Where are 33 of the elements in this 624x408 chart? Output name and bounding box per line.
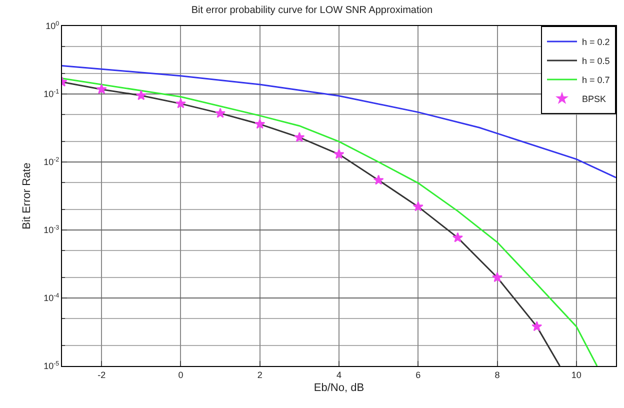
point	[492, 272, 503, 282]
y-tick-label: 10$^{0}$	[46, 20, 60, 32]
y-tick-label: 10$^{-2}$	[44, 156, 60, 168]
point	[532, 321, 542, 332]
point	[175, 98, 186, 108]
y-tick-label: 10$^{-4}$	[44, 292, 60, 304]
legend-label: h = 0.2	[582, 37, 610, 48]
point	[254, 118, 266, 129]
y-axis-title: Bit Error Rate	[21, 162, 33, 230]
y-tick-label: 10$^{-3}$	[44, 224, 60, 236]
x-axis-title: Eb/No, dB	[314, 382, 364, 394]
x-tick-label: 2	[257, 370, 262, 380]
point	[136, 90, 146, 100]
x-tick-label: 10	[571, 370, 582, 380]
point	[96, 84, 107, 94]
y-tick-label: 10$^{-5}$	[44, 360, 60, 372]
legend-label: BPSK	[582, 94, 606, 104]
x-tick-label: 0	[178, 370, 184, 380]
legend-label: h = 0.5	[582, 56, 610, 66]
line-series	[62, 65, 616, 178]
legend-label: h = 0.7	[582, 75, 610, 86]
x-tick-label: 4	[336, 370, 342, 380]
point	[452, 232, 463, 242]
x-tick-label: 8	[494, 370, 500, 380]
y-tick-label: 10$^{-1}$	[44, 88, 60, 100]
point	[334, 148, 344, 159]
point	[215, 108, 226, 118]
point	[294, 132, 305, 142]
point	[373, 174, 384, 185]
point	[412, 201, 424, 212]
x-tick-label: 6	[416, 370, 421, 380]
chart-title: Bit error probability curve for LOW SNR Approximation	[191, 5, 433, 16]
x-tick-label: -2	[98, 370, 106, 380]
